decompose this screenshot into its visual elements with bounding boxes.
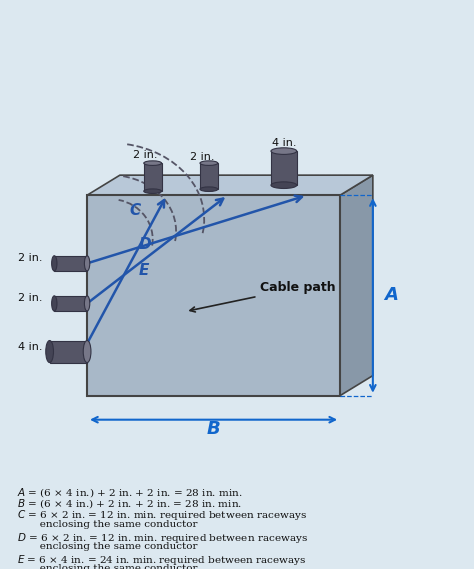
Text: 2 in.: 2 in. — [133, 150, 158, 160]
Polygon shape — [340, 175, 373, 395]
Text: E: E — [138, 263, 149, 278]
Polygon shape — [87, 195, 340, 395]
Polygon shape — [200, 163, 218, 189]
Polygon shape — [144, 163, 162, 191]
Ellipse shape — [83, 340, 91, 362]
Ellipse shape — [46, 340, 54, 362]
Text: $E$ = 6 × 4 in. = 24 in. min. required between raceways: $E$ = 6 × 4 in. = 24 in. min. required b… — [17, 553, 306, 567]
Text: 2 in.: 2 in. — [18, 253, 43, 263]
Text: A: A — [384, 286, 399, 304]
Text: 4 in.: 4 in. — [18, 341, 43, 352]
Ellipse shape — [200, 187, 218, 192]
Ellipse shape — [84, 296, 90, 311]
Text: B: B — [207, 420, 220, 438]
Text: $B$ = (6 × 4 in.) + 2 in. + 2 in. = 28 in. min.: $B$ = (6 × 4 in.) + 2 in. + 2 in. = 28 i… — [17, 497, 242, 510]
Text: D: D — [138, 237, 151, 252]
Text: enclosing the same conductor: enclosing the same conductor — [17, 542, 197, 551]
Ellipse shape — [144, 161, 162, 166]
Text: enclosing the same conductor: enclosing the same conductor — [17, 519, 197, 529]
Polygon shape — [87, 175, 373, 195]
Polygon shape — [50, 340, 87, 362]
Ellipse shape — [271, 148, 297, 154]
Text: 2 in.: 2 in. — [190, 152, 214, 162]
Text: 4 in.: 4 in. — [272, 138, 296, 149]
Text: 2 in.: 2 in. — [18, 294, 43, 303]
Ellipse shape — [271, 182, 297, 188]
Text: enclosing the same conductor: enclosing the same conductor — [17, 564, 197, 569]
Ellipse shape — [144, 189, 162, 193]
Polygon shape — [55, 255, 87, 271]
Text: $D$ = 6 × 2 in. = 12 in. min. required between raceways: $D$ = 6 × 2 in. = 12 in. min. required b… — [17, 531, 308, 545]
Ellipse shape — [52, 296, 57, 311]
Polygon shape — [271, 151, 297, 185]
Polygon shape — [55, 296, 87, 311]
Ellipse shape — [84, 255, 90, 271]
Text: $C$ = 6 × 2 in. = 12 in. min. required between raceways: $C$ = 6 × 2 in. = 12 in. min. required b… — [17, 508, 307, 522]
Ellipse shape — [52, 255, 57, 271]
Text: C: C — [129, 203, 140, 218]
Text: $A$ = (6 × 4 in.) + 2 in. + 2 in. = 28 in. min.: $A$ = (6 × 4 in.) + 2 in. + 2 in. = 28 i… — [17, 486, 243, 499]
Ellipse shape — [200, 161, 218, 166]
Text: Cable path: Cable path — [190, 282, 336, 312]
